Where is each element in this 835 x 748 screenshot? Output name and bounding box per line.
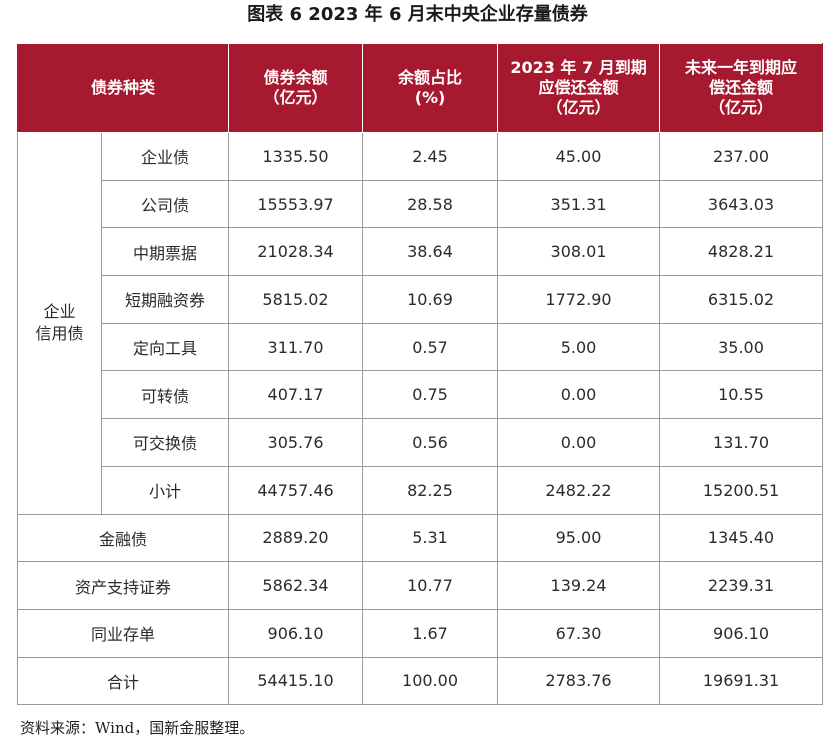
cell-year-due: 131.70	[659, 418, 824, 467]
cell-july-due: 5.00	[497, 322, 661, 372]
cell-july-due: 0.00	[497, 418, 661, 467]
cell-july-due: 0.00	[497, 370, 661, 420]
source-note: 资料来源：Wind，国新金服整理。	[20, 719, 255, 737]
cell-year-due: 906.10	[659, 608, 824, 658]
table-row: 可交换债 305.76 0.56 0.00 131.70	[18, 418, 824, 467]
cell-ratio: 10.77	[362, 561, 499, 610]
table-row: 中期票据 21028.34 38.64 308.01 4828.21	[18, 227, 824, 277]
cell-ratio: 5.31	[362, 513, 499, 563]
header-ratio-line1: 余额占比	[398, 68, 463, 87]
group-label-cell: 企业 信用债	[17, 132, 102, 515]
cell-name: 企业债	[100, 132, 230, 181]
cell-ratio: 100.00	[362, 656, 499, 706]
group-label-line: 信用债	[35, 324, 84, 344]
cell-balance: 407.17	[228, 370, 364, 420]
header-july-due-line2: 应偿还金额	[538, 78, 619, 97]
cell-july-due: 351.31	[497, 179, 661, 229]
cell-july-due: 45.00	[497, 132, 661, 181]
table-row: 可转债 407.17 0.75 0.00 10.55	[18, 370, 824, 420]
table-row: 公司债 15553.97 28.58 351.31 3643.03	[18, 179, 824, 229]
header-type: 债券种类	[16, 43, 230, 133]
cell-ratio: 1.67	[362, 608, 499, 658]
bond-table: 债券种类 债券余额 （亿元） 余额占比 (%) 2023 年 7 月到期 应偿还…	[16, 43, 824, 706]
cell-ratio: 28.58	[362, 179, 499, 229]
table-body: 企业 信用债 企业债 1335.50 2.45 45.00 237.00 公司债 15553.9…	[16, 132, 824, 706]
table-row: 同业存单 906.10 1.67 67.30 906.10	[16, 608, 824, 658]
cell-july-due: 67.30	[497, 608, 661, 658]
table-row: 小计 44757.46 82.25 2482.22 15200.51	[18, 465, 824, 515]
cell-name: 可转债	[100, 370, 230, 420]
cell-july-due: 95.00	[497, 513, 661, 563]
cell-balance: 1335.50	[228, 132, 364, 181]
cell-balance: 305.76	[228, 418, 364, 467]
cell-ratio: 10.69	[362, 275, 499, 324]
table-row: 企业 信用债 企业债 1335.50 2.45 45.00 237.00	[17, 132, 824, 515]
cell-ratio: 2.45	[362, 132, 499, 181]
table-row: 合计 54415.10 100.00 2783.76 19691.31	[16, 656, 824, 706]
cell-name: 定向工具	[100, 322, 230, 372]
table-row: 金融债 2889.20 5.31 95.00 1345.40	[16, 513, 824, 563]
header-year-due-line1: 未来一年到期应	[685, 58, 798, 77]
cell-year-due: 4828.21	[659, 227, 824, 277]
header-ratio: 余额占比 (%)	[362, 43, 499, 133]
table-row: 短期融资券 5815.02 10.69 1772.90 6315.02	[18, 275, 824, 324]
cell-year-due: 1345.40	[659, 513, 824, 563]
header-year-due-line2: 偿还金额	[709, 78, 774, 97]
cell-year-due: 3643.03	[659, 179, 824, 229]
cell-name: 资产支持证券	[16, 561, 230, 610]
header-year-due-line3: （亿元）	[709, 98, 774, 117]
group-label-line: 企业	[43, 302, 76, 322]
cell-year-due: 10.55	[659, 370, 824, 420]
cell-ratio: 0.56	[362, 418, 499, 467]
cell-year-due: 15200.51	[659, 465, 824, 515]
cell-year-due: 35.00	[659, 322, 824, 372]
cell-balance: 2889.20	[228, 513, 364, 563]
cell-year-due: 2239.31	[659, 561, 824, 610]
cell-july-due: 308.01	[497, 227, 661, 277]
cell-name: 同业存单	[16, 608, 230, 658]
table-row: 资产支持证券 5862.34 10.77 139.24 2239.31	[16, 561, 824, 610]
cell-balance: 906.10	[228, 608, 364, 658]
header-year-due: 未来一年到期应 偿还金额 （亿元）	[659, 43, 824, 133]
table-title: 图表 6 2023 年 6 月末中央企业存量债券	[247, 4, 588, 25]
cell-balance: 54415.10	[228, 656, 364, 706]
header-july-due-line3: （亿元）	[546, 98, 611, 117]
cell-ratio: 0.57	[362, 322, 499, 372]
header-balance: 债券余额 （亿元）	[228, 43, 364, 133]
cell-name: 短期融资券	[100, 275, 230, 324]
header-july-due: 2023 年 7 月到期 应偿还金额 （亿元）	[497, 43, 661, 133]
header-balance-line1: 债券余额	[263, 68, 328, 87]
cell-year-due: 6315.02	[659, 275, 824, 324]
header-july-due-line1: 2023 年 7 月到期	[510, 58, 647, 77]
cell-balance: 15553.97	[228, 179, 364, 229]
cell-balance: 311.70	[228, 322, 364, 372]
cell-year-due: 237.00	[659, 132, 824, 181]
cell-ratio: 0.75	[362, 370, 499, 420]
table-row: 定向工具 311.70 0.57 5.00 35.00	[18, 322, 824, 372]
cell-name: 中期票据	[100, 227, 230, 277]
cell-balance: 5862.34	[228, 561, 364, 610]
cell-name: 可交换债	[100, 418, 230, 467]
header-ratio-line2: (%)	[414, 88, 446, 107]
cell-ratio: 38.64	[362, 227, 499, 277]
cell-balance: 44757.46	[228, 465, 364, 515]
header-row: 债券种类 债券余额 （亿元） 余额占比 (%) 2023 年 7 月到期 应偿还…	[16, 43, 824, 133]
cell-year-due: 19691.31	[659, 656, 824, 706]
cell-name: 金融债	[16, 513, 230, 563]
cell-name: 小计	[100, 465, 230, 515]
cell-name: 公司债	[100, 179, 230, 229]
cell-july-due: 2783.76	[497, 656, 661, 706]
cell-july-due: 139.24	[497, 561, 661, 610]
cell-name: 合计	[16, 656, 230, 706]
cell-balance: 5815.02	[228, 275, 364, 324]
cell-ratio: 82.25	[362, 465, 499, 515]
cell-july-due: 2482.22	[497, 465, 661, 515]
cell-july-due: 1772.90	[497, 275, 661, 324]
cell-balance: 21028.34	[228, 227, 364, 277]
header-balance-line2: （亿元）	[263, 88, 328, 107]
